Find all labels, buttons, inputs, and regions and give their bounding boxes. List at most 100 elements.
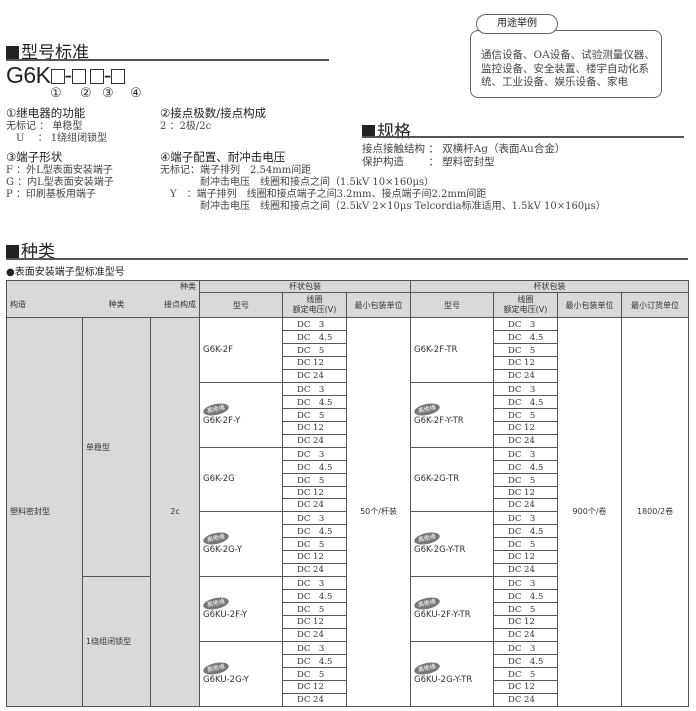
- table-row: DC 5 DC 5: [7, 407, 689, 422]
- header-tape-pack: 杆状包装: [410, 280, 690, 293]
- min-order-cell: 1800/2卷: [621, 317, 690, 707]
- voltage-cell: DC 5: [282, 602, 348, 617]
- voltage-cell: DC 24: [493, 433, 559, 448]
- field-line: 无标记：端子排列 2.54mm间距: [160, 165, 312, 176]
- model-cell: 高绝缘 G6KU-2G-Y-TR: [410, 640, 495, 707]
- voltage-cell: DC 3: [282, 640, 348, 655]
- voltage-cell: DC 24: [493, 498, 559, 513]
- spec-line: 保护构造 ： 塑料密封型: [362, 156, 495, 168]
- table-row: DC 24 DC 24: [7, 563, 689, 578]
- code-prefix: G6K: [6, 62, 51, 88]
- model-cell: 高绝缘 G6K-2G-Y-TR: [410, 511, 495, 578]
- field-line: 耐冲击电压 线圈和接点之间（1.5kV 10×160μs）: [160, 177, 435, 188]
- header-model2: 型号: [410, 292, 495, 318]
- min-pack-tape-cell: 900个/卷: [557, 317, 623, 707]
- table-row: DC 5 DC 5: [7, 343, 689, 357]
- voltage-cell: DC 4.5: [493, 653, 559, 668]
- coil-label: 线圈: [306, 295, 323, 304]
- model-cell: 高绝缘 G6KU-2F-Y-TR: [410, 576, 495, 642]
- num-2: ②: [80, 86, 92, 101]
- voltage-cell: DC 24: [282, 563, 348, 578]
- field-line: 无标记 ： 单稳型: [6, 121, 83, 132]
- model-name: G6K-2F-Y: [203, 415, 241, 426]
- voltage-cell: DC 5: [493, 407, 559, 422]
- voltage-cell: DC 3: [282, 446, 348, 461]
- voltage-cell: DC 12: [282, 615, 348, 630]
- voltage-cell: DC 3: [282, 381, 348, 396]
- voltage-cell: DC 4.5: [493, 524, 559, 539]
- voltage-cell: DC 4.5: [493, 330, 559, 344]
- voltage-cell: DC 3: [493, 381, 559, 396]
- voltage-cell: DC 12: [493, 420, 559, 435]
- header-coil-voltage2: 线圈 额定电压(V): [493, 292, 559, 318]
- num-4: ④: [130, 86, 142, 101]
- field-title: ②接点极数/接点构成: [160, 106, 267, 120]
- voltage-cell: DC 12: [493, 679, 559, 694]
- voltage-cell: DC 24: [282, 692, 348, 707]
- field-title: ①继电器的功能: [6, 106, 86, 120]
- rated-label: 额定电压(V): [292, 305, 337, 314]
- min-pack-cell: 50个/杆装: [346, 317, 412, 707]
- voltage-cell: DC 12: [282, 679, 348, 694]
- contact-cell: 2c: [149, 317, 201, 707]
- field-line: F ：外L型表面安装端子: [6, 165, 113, 176]
- model-cell: G6K-2F-TR: [410, 317, 495, 383]
- field-title: ④端子配置、耐冲击电压: [160, 150, 286, 164]
- voltage-cell: DC 3: [282, 317, 348, 331]
- voltage-cell: DC 24: [493, 628, 559, 642]
- table-row: G6K-2G DC 3 G6K-2G-TR DC 3: [7, 446, 689, 513]
- table-row: DC 24 DC 24: [7, 368, 689, 383]
- header-kind2: 种类: [82, 292, 151, 318]
- section-title-model-std: 型号标准: [6, 38, 89, 63]
- num-3: ③: [102, 86, 114, 101]
- model-cell: G6K-2F: [199, 317, 284, 383]
- header-contact: 接点构成: [150, 292, 201, 318]
- table-row: DC 12 DC 12: [7, 615, 689, 630]
- voltage-cell: DC 4.5: [282, 524, 348, 539]
- rated-label: 额定电压(V): [503, 305, 548, 314]
- voltage-cell: DC 3: [493, 640, 559, 655]
- divider: [6, 258, 688, 260]
- section-title-types: 种类: [6, 237, 55, 262]
- field-line: 2 ：2极/2c: [160, 121, 212, 132]
- voltage-cell: DC 5: [282, 537, 348, 552]
- voltage-cell: DC 12: [282, 356, 348, 370]
- model-code: G6K - -: [6, 62, 125, 89]
- title-text: 种类: [21, 242, 55, 262]
- voltage-cell: DC 24: [282, 498, 348, 513]
- table-row: 1绕组闭锁型 高绝缘 G6KU-2F-Y DC 3 高绝缘 G6KU-2F-Y-TR DC …: [7, 576, 689, 707]
- model-name: G6K-2G: [203, 474, 235, 485]
- table-row: DC 5 DC 5: [7, 666, 689, 681]
- voltage-cell: DC 24: [282, 628, 348, 642]
- model-cell: 高绝缘 G6K-2F-Y: [199, 381, 284, 448]
- model-name: G6KU-2F-Y-TR: [414, 610, 471, 621]
- num-1: ①: [50, 86, 62, 101]
- header-coil-voltage: 线圈 额定电压(V): [282, 292, 348, 318]
- model-table: 种类 杆状包装 杆状包装 构造 种类 接点构成 型号 线圈 额定电压(V) 最小包…: [5, 280, 690, 707]
- model-name: G6K-2F-Y-TR: [414, 415, 464, 426]
- voltage-cell: DC 5: [493, 537, 559, 552]
- divider: [6, 59, 329, 61]
- model-name: G6KU-2G-Y-TR: [414, 674, 473, 685]
- voltage-cell: DC 4.5: [282, 330, 348, 344]
- header-model: 型号: [199, 292, 284, 318]
- spec-line: 接点接触结构 ： 双横杆Ag（表面Au合金）: [362, 143, 566, 155]
- field-1: ①继电器的功能 无标记 ： 单稳型 U ： 1绕组闭锁型: [6, 105, 107, 145]
- voltage-cell: DC 3: [493, 511, 559, 526]
- voltage-cell: DC 4.5: [493, 589, 559, 604]
- voltage-cell: DC 4.5: [282, 459, 348, 474]
- voltage-cell: DC 3: [282, 576, 348, 591]
- voltage-cell: DC 4.5: [493, 459, 559, 474]
- field-line: Y ：端子排列 线圈和接点端子之间3.2mm、接点端子间2.2mm间距: [160, 189, 487, 200]
- header-structure: 构造: [6, 292, 83, 318]
- voltage-cell: DC 24: [493, 692, 559, 707]
- square-bullet-icon: [6, 46, 19, 59]
- spec-lines: 接点接触结构 ： 双横杆Ag（表面Au合金） 保护构造 ： 塑料密封型: [362, 143, 565, 169]
- table-row: DC 4.5 DC 4.5: [7, 394, 689, 409]
- kind-cell: 1绕组闭锁型: [82, 576, 151, 707]
- usage-line: 统、工业设备、娱乐设备、家电: [481, 76, 628, 88]
- title-text: 规格: [377, 122, 411, 142]
- header-min-pack: 最小包装单位: [346, 292, 412, 318]
- title-text: 型号标准: [21, 43, 89, 63]
